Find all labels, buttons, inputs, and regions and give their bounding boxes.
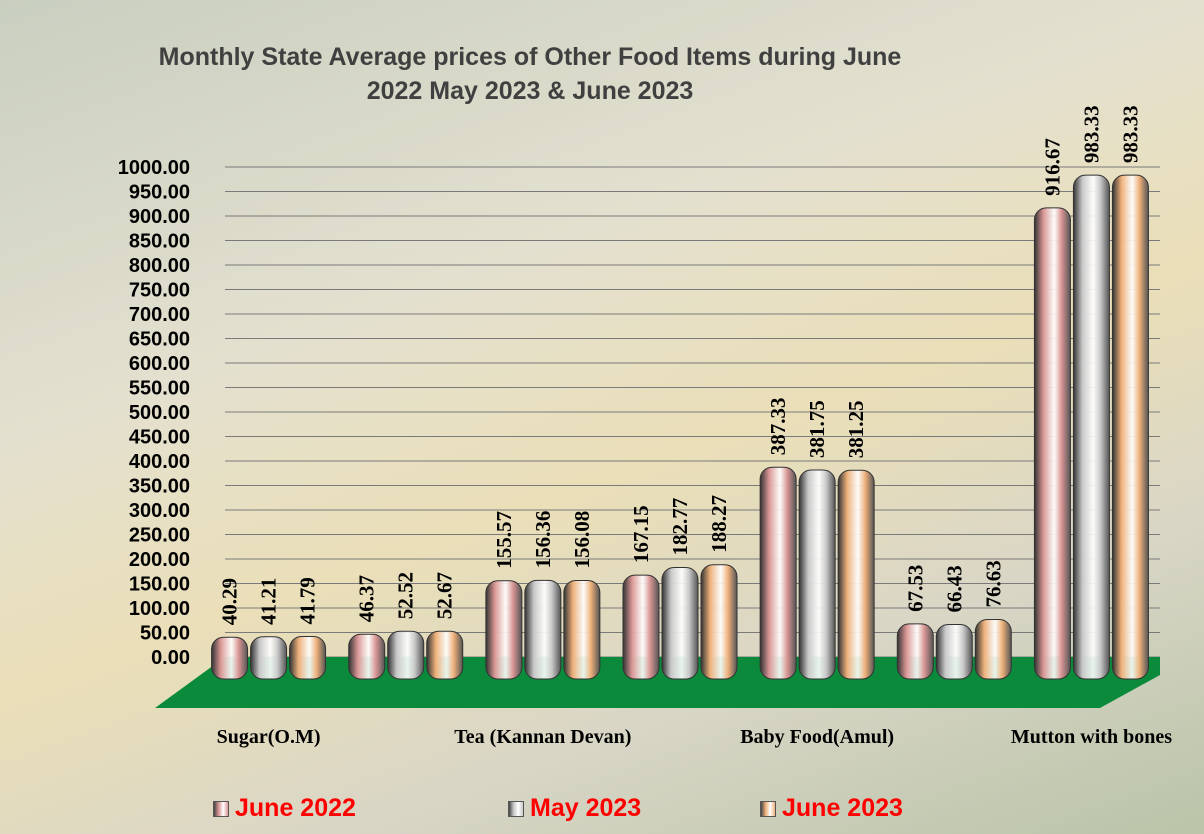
bar — [251, 637, 287, 679]
y-tick-label: 0.00 — [151, 647, 190, 669]
chart: 0.0050.00100.00150.00200.00250.00300.003… — [0, 0, 1204, 834]
bar — [1034, 208, 1070, 679]
y-tick-label: 950.00 — [129, 182, 190, 204]
bar — [623, 575, 659, 679]
data-label: 52.67 — [433, 572, 457, 619]
y-tick-label: 450.00 — [129, 427, 190, 449]
bar — [388, 631, 424, 679]
data-label: 52.52 — [394, 572, 418, 619]
legend-swatch — [760, 801, 776, 817]
bar — [427, 631, 463, 679]
bar — [936, 624, 972, 679]
y-tick-label: 750.00 — [129, 280, 190, 302]
y-tick-label: 400.00 — [129, 451, 190, 473]
bar — [701, 565, 737, 679]
legend-label: May 2023 — [530, 794, 641, 823]
legend-item: June 2022 — [213, 794, 356, 823]
data-label: 182.77 — [668, 498, 692, 556]
data-label: 167.15 — [629, 505, 653, 563]
bar — [1073, 175, 1109, 679]
y-tick-label: 150.00 — [129, 574, 190, 596]
bar — [760, 467, 796, 679]
bar — [897, 624, 933, 679]
bar — [1112, 175, 1148, 679]
legend-item: June 2023 — [760, 794, 903, 823]
data-label: 46.37 — [355, 575, 379, 622]
y-tick-label: 650.00 — [129, 329, 190, 351]
data-label: 156.08 — [570, 511, 594, 569]
bar — [486, 581, 522, 679]
y-tick-label: 600.00 — [129, 353, 190, 375]
bar — [349, 634, 385, 679]
legend-swatch — [508, 801, 524, 817]
bar — [525, 580, 561, 679]
data-label: 381.25 — [844, 400, 868, 458]
data-label: 66.43 — [942, 565, 966, 612]
y-tick-label: 500.00 — [129, 402, 190, 424]
data-label: 155.57 — [492, 511, 516, 569]
bar — [838, 470, 874, 679]
y-tick-label: 250.00 — [129, 525, 190, 547]
legend-label: June 2023 — [782, 794, 903, 823]
bar — [212, 637, 248, 679]
x-tick-label: Sugar(O.M) — [179, 724, 359, 750]
bar — [290, 637, 326, 679]
bar — [799, 470, 835, 679]
x-tick-label: Mutton with bones — [1001, 724, 1181, 750]
data-label: 76.63 — [981, 560, 1005, 607]
data-label: 381.75 — [805, 400, 829, 458]
data-label: 41.79 — [296, 577, 320, 624]
legend-label: June 2022 — [235, 794, 356, 823]
data-label: 916.67 — [1040, 138, 1064, 196]
legend-swatch — [213, 801, 229, 817]
bar — [564, 581, 600, 679]
data-label: 983.33 — [1118, 105, 1142, 163]
y-tick-label: 800.00 — [129, 255, 190, 277]
data-label: 156.36 — [531, 511, 555, 569]
y-tick-label: 550.00 — [129, 378, 190, 400]
data-label: 67.53 — [903, 565, 927, 612]
y-tick-label: 100.00 — [129, 598, 190, 620]
y-tick-label: 1000.00 — [118, 157, 190, 179]
x-tick-label: Tea (Kannan Devan) — [453, 724, 633, 750]
y-tick-label: 50.00 — [140, 623, 190, 645]
data-label: 983.33 — [1079, 105, 1103, 163]
y-tick-label: 200.00 — [129, 549, 190, 571]
y-tick-label: 850.00 — [129, 231, 190, 253]
legend-item: May 2023 — [508, 794, 641, 823]
data-label: 41.21 — [257, 578, 281, 625]
y-tick-label: 700.00 — [129, 304, 190, 326]
x-tick-label: Baby Food(Amul) — [727, 724, 907, 750]
y-tick-label: 350.00 — [129, 476, 190, 498]
y-tick-label: 900.00 — [129, 206, 190, 228]
y-tick-label: 300.00 — [129, 500, 190, 522]
bar — [662, 567, 698, 679]
data-label: 387.33 — [766, 397, 790, 455]
chart-title: Monthly State Average prices of Other Fo… — [60, 40, 1000, 108]
data-label: 40.29 — [218, 578, 242, 625]
chart-svg: 0.0050.00100.00150.00200.00250.00300.003… — [0, 0, 1204, 834]
bar — [975, 619, 1011, 679]
data-label: 188.27 — [707, 495, 731, 553]
